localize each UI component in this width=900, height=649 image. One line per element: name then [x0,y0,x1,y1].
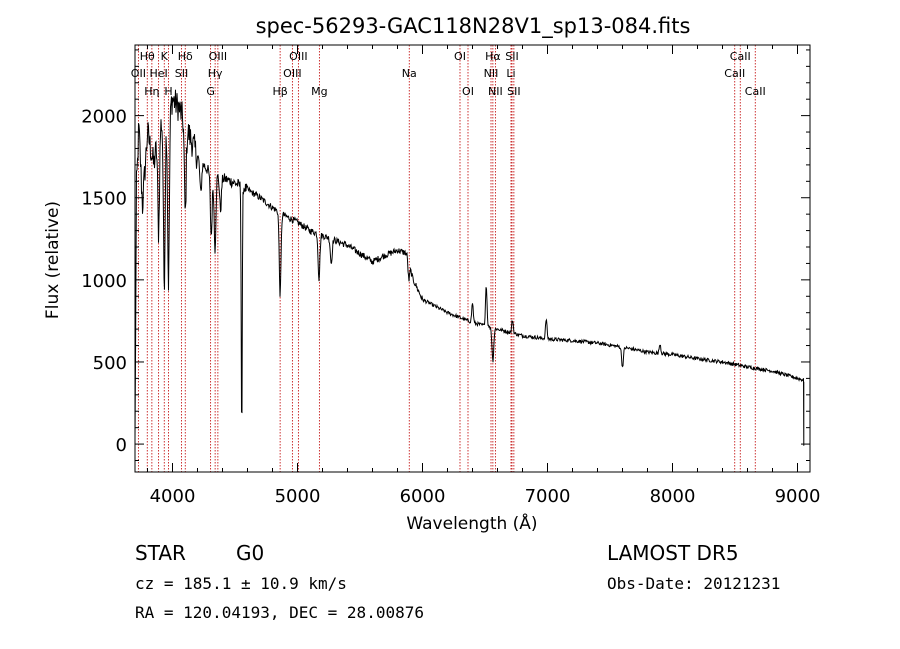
redshift-velocity: cz = 185.1 ± 10.9 km/s [135,574,347,593]
spectral-line-label: OI [454,50,466,63]
plot-frame [134,44,811,473]
x-tick-label: 6000 [400,486,446,507]
survey-name: LAMOST DR5 [607,541,739,565]
spectral-line-label: OI [462,85,474,98]
x-axis-ticks: 4000 5000 6000 7000 8000 9000 [147,45,821,507]
spectral-line-label: OIII [209,50,227,63]
coordinates: RA = 120.04193, DEC = 28.00876 [135,603,424,622]
spectral-line-label: Mg [311,85,327,98]
y-tick-label: 2000 [81,107,127,128]
spectral-line-label: Li [506,67,515,80]
spectral-line-label: OIII [289,50,307,63]
x-axis-label: Wavelength (Å) [406,512,537,534]
y-axis-label: Flux (relative) [43,201,63,319]
spectral-line-label: Na [402,67,417,80]
x-tick-label: 5000 [275,486,321,507]
spectral-line-label: H [164,85,172,98]
spectral-line-label: Hθ [140,50,155,63]
x-tick-label: 7000 [525,486,571,507]
spectral-line-markers [137,45,756,472]
spectral-line-label: K [161,50,169,63]
spectral-line-label: Hα [485,50,501,63]
spectral-line-labels: OIIHθHηHeIKHSIIHδGHγOIIIHβOIIIOIIIMgNaOI… [131,50,766,98]
spectrum-line [134,89,805,446]
y-tick-label: 1000 [81,271,127,292]
spectral-line-label: SII [175,67,188,80]
y-axis-ticks: 0 500 1000 1500 2000 [81,49,810,462]
spectral-line-label: OIII [283,67,301,80]
spectral-line-label: Hδ [178,50,193,63]
x-tick-label: 8000 [650,486,696,507]
spectral-line-label: CaII [745,85,766,98]
y-tick-label: 1500 [81,189,127,210]
x-tick-label: 9000 [775,486,821,507]
spectral-line-label: CaII [730,50,751,63]
spectral-line-label: NII [488,85,503,98]
spectral-line-label: Hγ [208,67,223,80]
spectral-line-label: NII [484,67,499,80]
y-tick-label: 500 [93,353,127,374]
spectral-line-label: SII [505,50,518,63]
spectral-line-label: HeI [149,67,167,80]
object-subclass: G0 [236,541,264,565]
y-tick-label: 0 [116,435,127,456]
spectral-line-label: Hη [144,85,159,98]
x-tick-label: 4000 [150,486,196,507]
spectral-line-label: CaII [724,67,745,80]
chart-title: spec-56293-GAC118N28V1_sp13-084.fits [256,14,691,39]
object-class: STAR [135,541,186,565]
spectral-line-label: SII [507,85,520,98]
spectral-line-label: OII [131,67,146,80]
spectral-line-label: Hβ [272,85,287,98]
spectral-line-label: G [206,85,215,98]
observation-date: Obs-Date: 20121231 [607,574,780,593]
